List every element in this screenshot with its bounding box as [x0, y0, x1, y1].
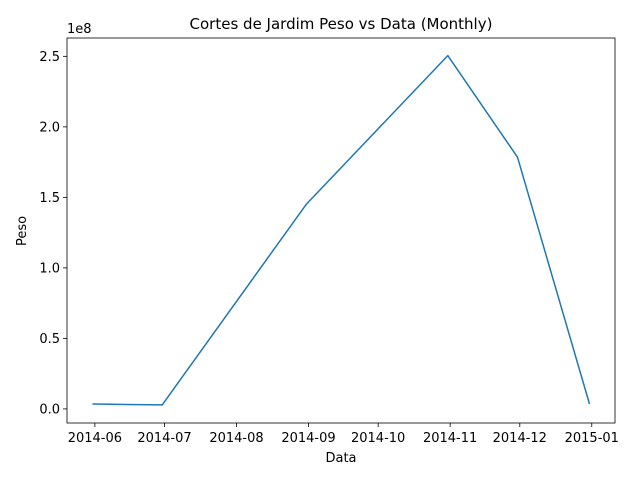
y-tick-label: 0.0 [39, 402, 60, 417]
chart-title: Cortes de Jardim Peso vs Data (Monthly) [190, 15, 493, 33]
x-tick-label: 2014-11 [423, 431, 477, 446]
x-tick-label: 2014-08 [209, 431, 263, 446]
x-axis-ticks: 2014-06 2014-07 2014-08 2014-09 2014-10 2014-… [68, 423, 619, 446]
x-tick-label: 2015-01 [565, 431, 619, 446]
plot-frame [66, 37, 616, 424]
x-tick-label: 2014-10 [351, 431, 405, 446]
y-axis-label: Peso [15, 216, 30, 246]
x-tick-label: 2014-12 [493, 431, 547, 446]
x-axis-label: Data [325, 451, 356, 466]
y-tick-label: 1.5 [39, 191, 60, 206]
y-axis-ticks: 0.0 0.5 1.0 1.5 2.0 2.5 [39, 50, 67, 417]
y-offset-label: 1e8 [67, 22, 92, 37]
y-tick-label: 2.0 [39, 120, 60, 135]
x-tick-label: 2014-06 [68, 431, 122, 446]
x-tick-label: 2014-07 [137, 431, 191, 446]
y-tick-label: 1.0 [39, 261, 60, 276]
y-tick-label: 0.5 [39, 332, 60, 347]
y-tick-label: 2.5 [39, 50, 60, 65]
series-line [92, 54, 591, 406]
x-tick-label: 2014-09 [281, 431, 335, 446]
